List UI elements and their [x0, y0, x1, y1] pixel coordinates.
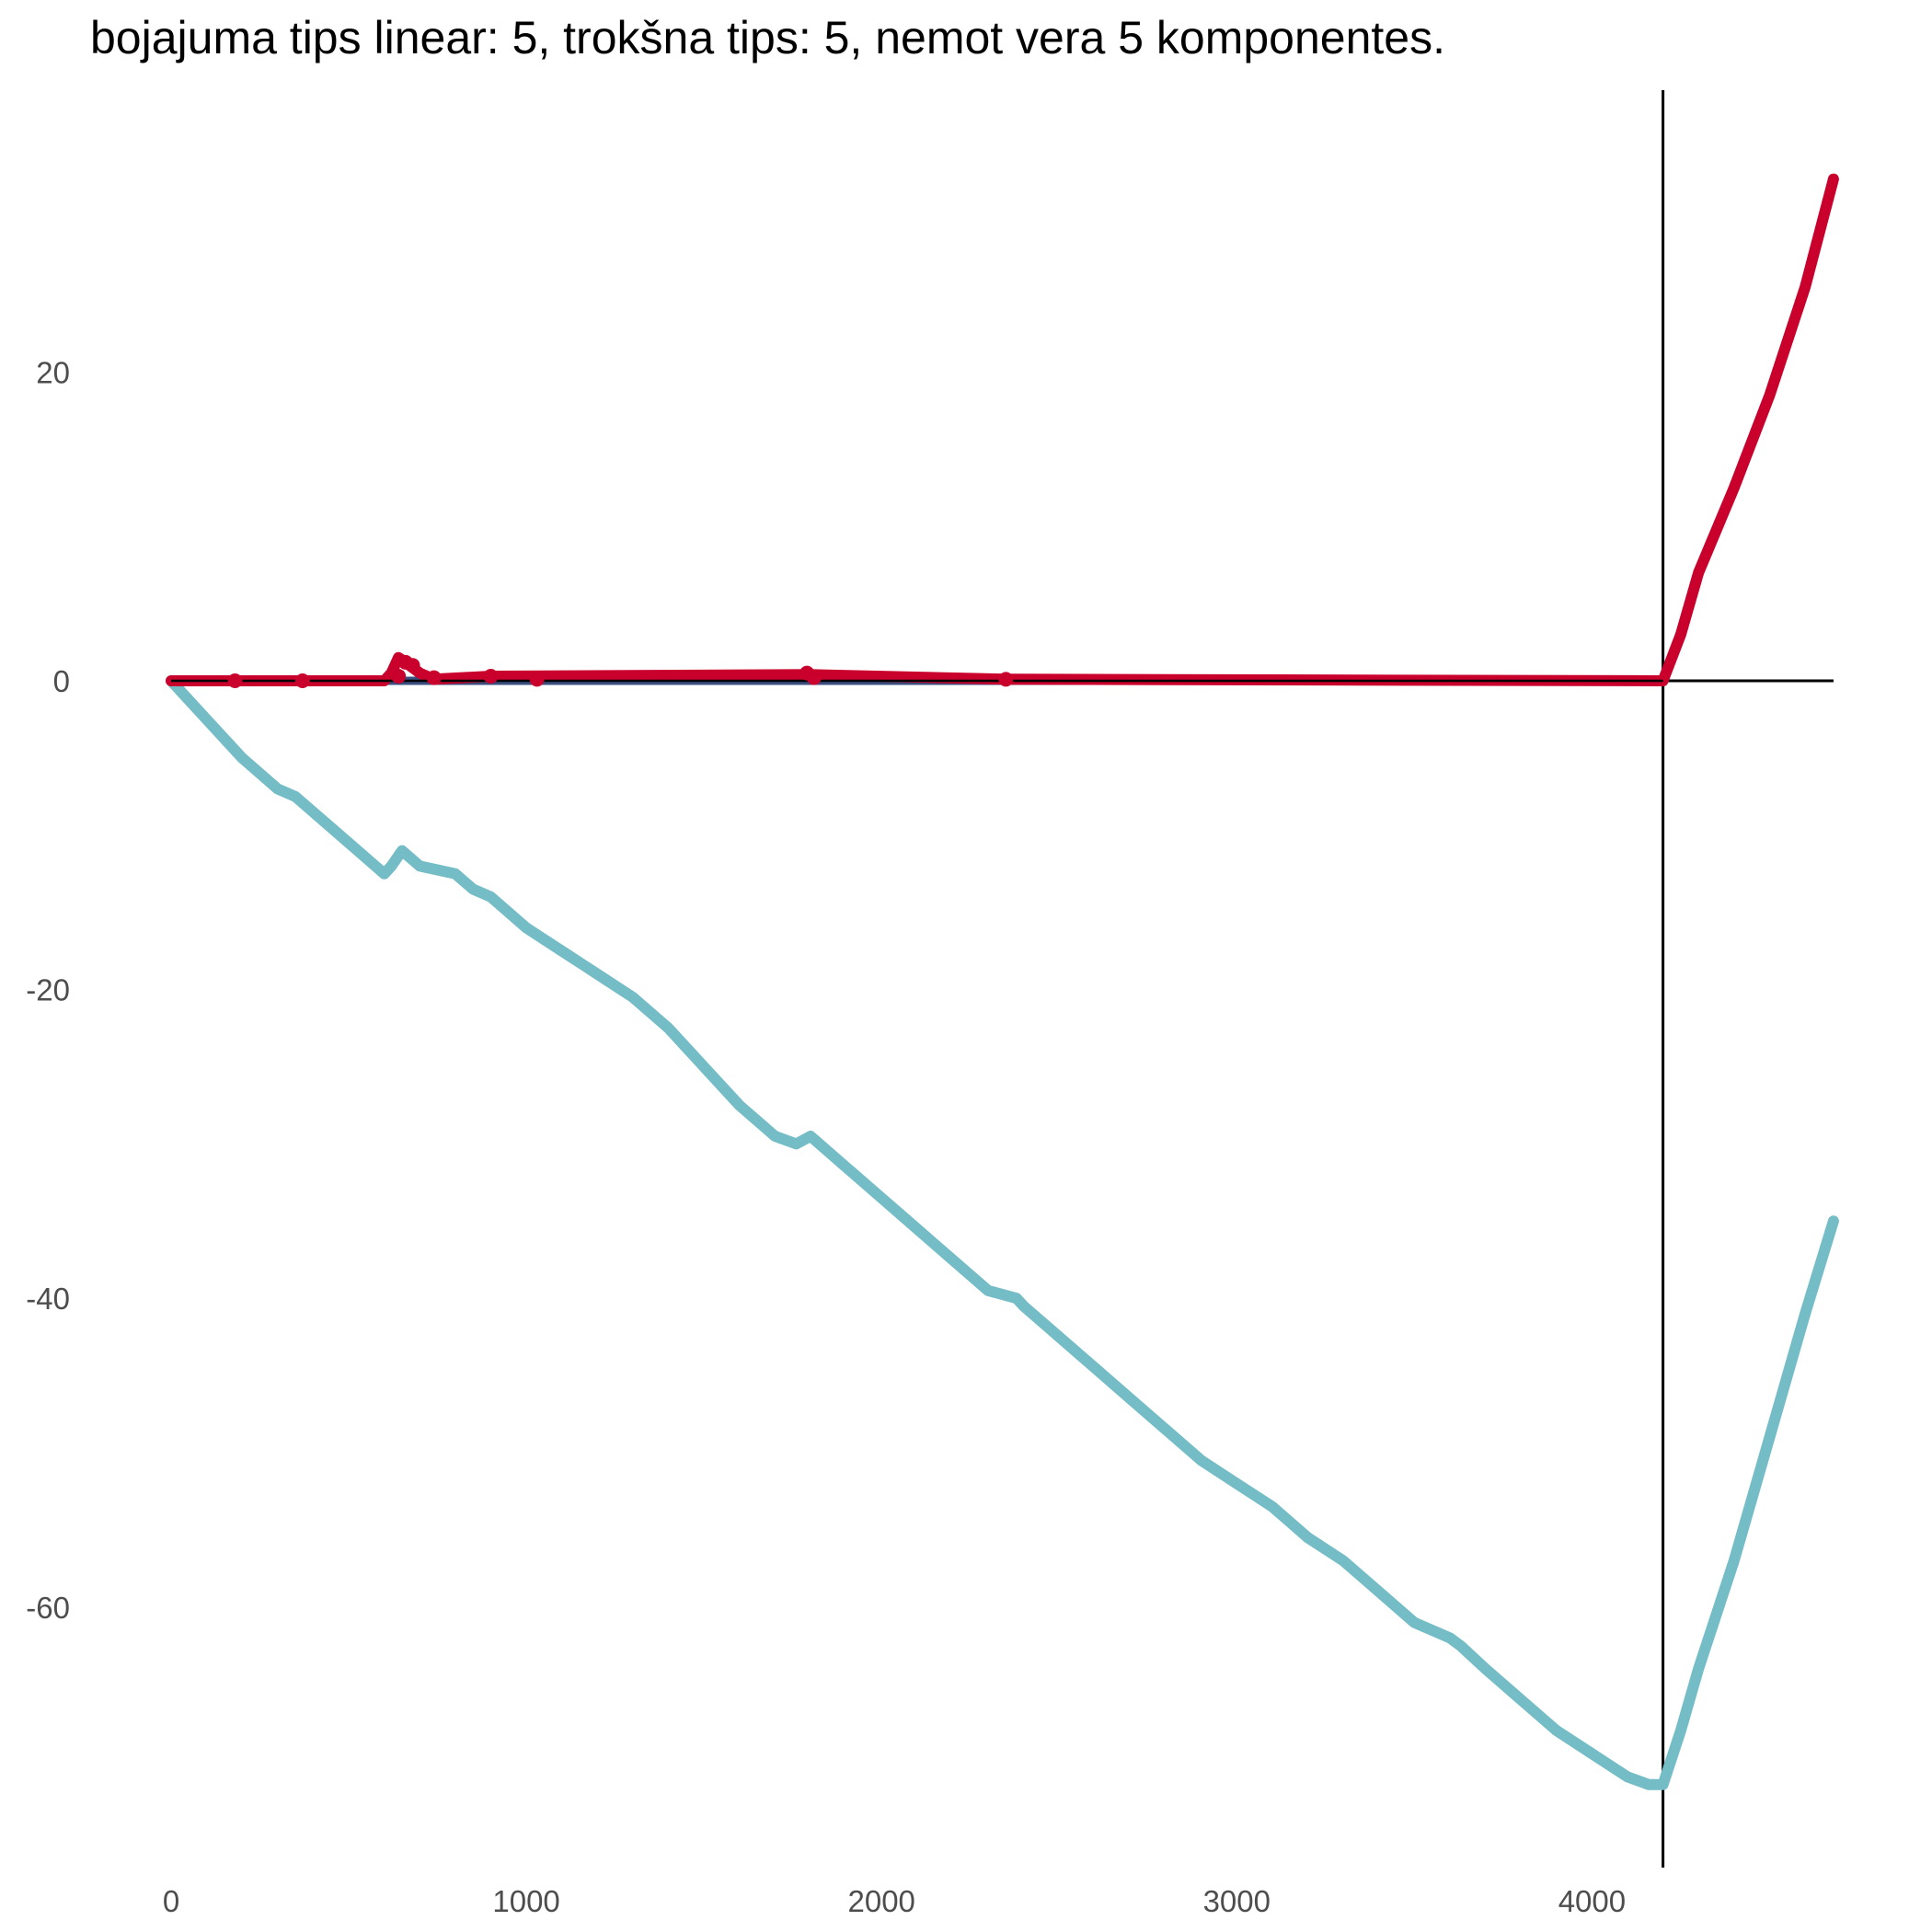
x-tick-label: 0 [163, 1884, 179, 1918]
series-marker [806, 670, 822, 685]
marker-layer [227, 654, 1014, 688]
y-tick-label: -60 [26, 1591, 70, 1625]
series-marker [529, 672, 545, 687]
series-marker [998, 672, 1014, 687]
y-tick-label: 20 [36, 355, 70, 389]
x-tick-label: 4000 [1558, 1884, 1626, 1918]
reference-lines [171, 90, 1834, 1868]
series-marker [483, 668, 499, 684]
series-marker [426, 670, 442, 685]
series-line-2 [166, 675, 1839, 1790]
y-tick-label: -20 [26, 973, 70, 1007]
x-tick-label: 3000 [1203, 1884, 1271, 1918]
series-marker [294, 673, 310, 688]
x-tick-label: 1000 [492, 1884, 559, 1918]
y-axis-tick-labels: 20 0 -20 -40 -60 [26, 355, 70, 1624]
series-line-3 [166, 173, 1839, 686]
series-marker [405, 658, 420, 673]
x-tick-label: 2000 [847, 1884, 914, 1918]
series-marker [227, 673, 243, 688]
x-axis-tick-labels: 0 1000 2000 3000 4000 [163, 1884, 1626, 1918]
chart-title: bojajuma tips linear: 5, trokšna tips: 5… [90, 12, 1445, 63]
series-layer [166, 173, 1839, 1790]
y-tick-label: 0 [53, 664, 70, 698]
series-marker [391, 668, 407, 684]
y-tick-label: -40 [26, 1282, 70, 1316]
